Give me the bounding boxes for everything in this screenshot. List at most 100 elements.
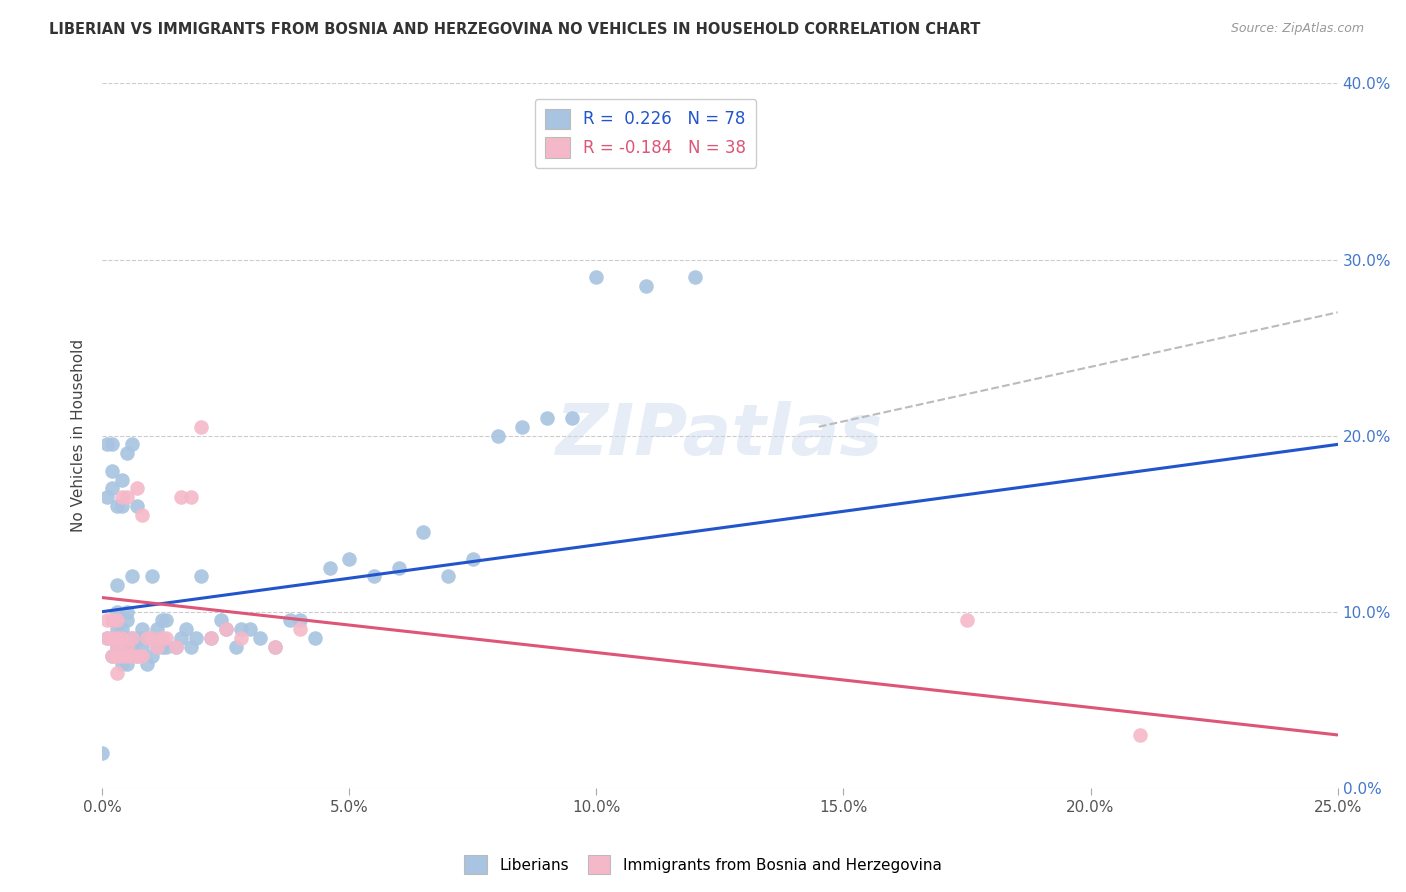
Point [388,560,411,574]
Point [105,614,128,628]
Point [131,648,153,663]
Point [105,622,128,636]
Point [318,560,340,574]
Point [101,631,124,645]
Point [200,631,222,645]
Point [141,569,163,583]
Point [190,569,212,583]
Point [105,648,128,663]
Point [145,640,167,654]
Point [412,525,434,540]
Point [105,605,128,619]
Point [150,640,173,654]
Point [145,640,167,654]
Point [115,657,138,672]
Point [363,569,385,583]
Point [437,569,460,583]
Point [510,419,533,434]
Point [634,279,657,293]
Point [101,464,124,478]
Point [131,640,153,654]
Point [111,657,134,672]
Point [105,631,128,645]
Point [101,614,124,628]
Point [174,622,197,636]
Point [101,648,124,663]
Point [229,631,252,645]
Point [337,552,360,566]
Text: Source: ZipAtlas.com: Source: ZipAtlas.com [1230,22,1364,36]
Point [585,270,607,285]
Text: ZIPatlas: ZIPatlas [557,401,883,470]
Point [141,648,163,663]
Point [101,648,124,663]
Point [115,605,138,619]
Point [121,569,143,583]
Point [121,640,143,654]
Point [115,640,138,654]
Point [184,631,207,645]
Point [111,648,134,663]
Point [105,666,128,681]
Point [125,648,148,663]
Point [115,648,138,663]
Point [209,614,232,628]
Point [264,640,287,654]
Y-axis label: No Vehicles in Household: No Vehicles in Household [72,339,86,533]
Point [561,411,583,425]
Point [125,499,148,513]
Point [461,552,484,566]
Point [131,631,153,645]
Point [91,746,114,760]
Point [170,490,193,504]
Point [96,490,118,504]
Point [111,499,134,513]
Point [121,437,143,451]
Point [131,508,153,522]
Point [101,437,124,451]
Point [115,490,138,504]
Point [225,640,247,654]
Point [155,614,177,628]
Point [536,411,558,425]
Point [96,437,118,451]
Point [125,648,148,663]
Point [135,657,157,672]
Point [170,631,193,645]
Point [115,446,138,460]
Point [125,482,148,496]
Point [150,614,173,628]
Text: LIBERIAN VS IMMIGRANTS FROM BOSNIA AND HERZEGOVINA NO VEHICLES IN HOUSEHOLD CORR: LIBERIAN VS IMMIGRANTS FROM BOSNIA AND H… [49,22,980,37]
Point [215,622,238,636]
Point [150,631,173,645]
Point [278,614,301,628]
Point [115,614,138,628]
Point [155,631,177,645]
Point [304,631,326,645]
Point [96,631,118,645]
Point [111,631,134,645]
Point [190,419,212,434]
Legend: Liberians, Immigrants from Bosnia and Herzegovina: Liberians, Immigrants from Bosnia and He… [458,849,948,880]
Point [111,490,134,504]
Point [105,631,128,645]
Point [115,640,138,654]
Point [135,631,157,645]
Point [111,631,134,645]
Point [200,631,222,645]
Point [145,622,167,636]
Point [165,640,187,654]
Point [125,631,148,645]
Point [121,631,143,645]
Point [180,640,202,654]
Point [105,578,128,592]
Point [229,622,252,636]
Point [141,631,163,645]
Point [96,614,118,628]
Point [121,648,143,663]
Point [96,631,118,645]
Point [215,622,238,636]
Point [131,622,153,636]
Point [141,631,163,645]
Point [956,614,979,628]
